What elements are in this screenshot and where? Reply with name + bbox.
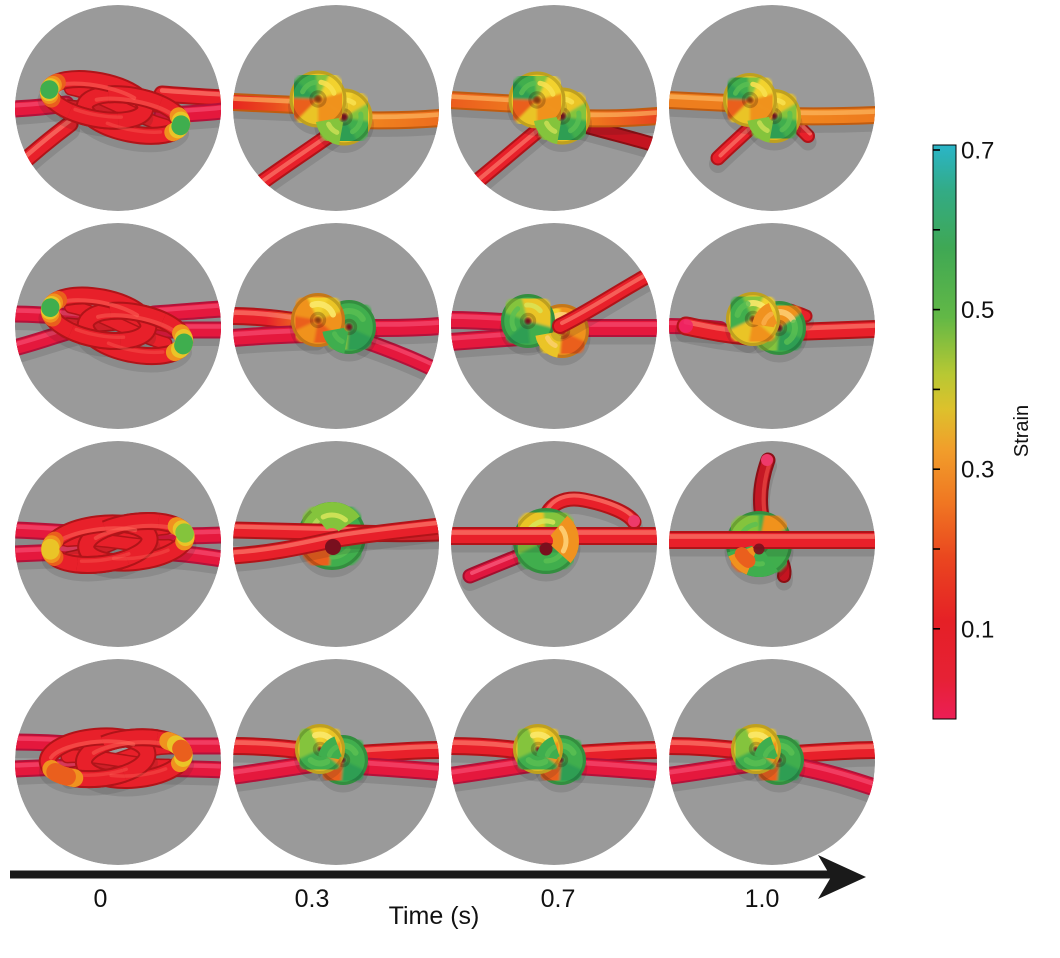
svg-text:0.5: 0.5 (961, 297, 994, 324)
svg-text:Strain: Strain (1011, 405, 1033, 457)
svg-text:0.7: 0.7 (541, 885, 576, 913)
svg-text:0.1: 0.1 (961, 616, 994, 643)
svg-text:0: 0 (94, 885, 108, 913)
svg-text:0.3: 0.3 (295, 885, 330, 913)
svg-text:0.3: 0.3 (961, 457, 994, 484)
svg-text:Time (s): Time (s) (389, 902, 480, 930)
svg-text:0.7: 0.7 (961, 138, 994, 165)
svg-text:1.0: 1.0 (745, 885, 780, 913)
